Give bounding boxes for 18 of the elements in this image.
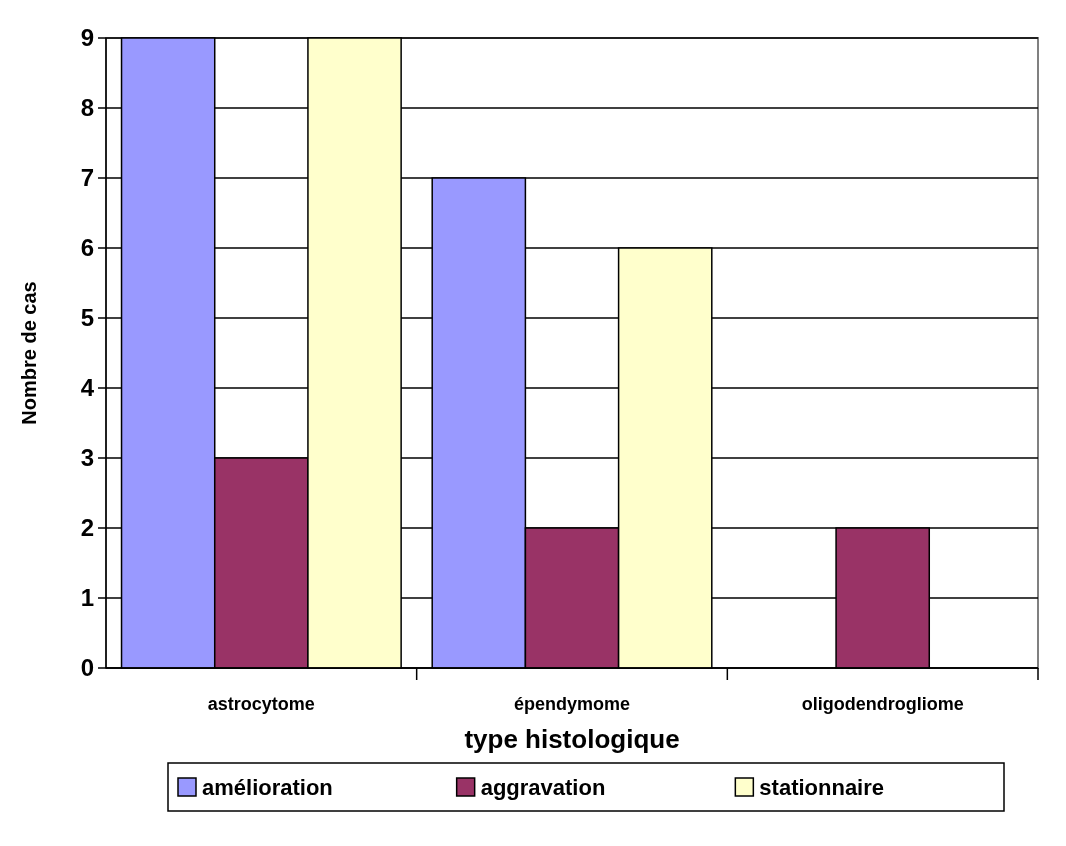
y-tick-label: 9 <box>80 24 94 52</box>
legend-label: stationnaire <box>759 774 885 800</box>
y-tick-label: 0 <box>80 654 94 682</box>
y-axis-title: Nombre de cas <box>18 281 40 425</box>
x-tick-label: oligodendrogliome <box>801 694 964 714</box>
legend-label: amélioration <box>202 774 333 800</box>
y-tick-label: 3 <box>80 444 94 472</box>
x-tick-label: épendymome <box>513 694 631 714</box>
y-tick-label: 1 <box>80 584 94 612</box>
y-tick-label: 2 <box>80 514 94 542</box>
y-tick-label: 7 <box>80 164 94 192</box>
y-tick-label: 4 <box>80 374 95 402</box>
x-tick-label: astrocytome <box>207 694 315 714</box>
y-tick-label: 8 <box>80 94 94 122</box>
y-tick-label: 6 <box>80 234 94 262</box>
x-axis-title: type histologique <box>464 724 680 754</box>
y-tick-label: 5 <box>80 304 94 332</box>
legend-label: aggravation <box>480 774 606 800</box>
